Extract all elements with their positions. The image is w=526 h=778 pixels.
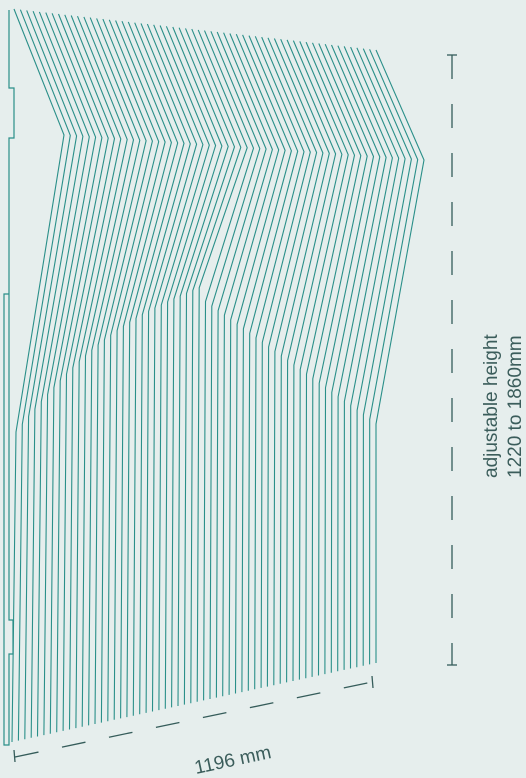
strand (100, 18, 153, 723)
strand (273, 38, 324, 686)
strand (88, 17, 141, 726)
strand (30, 10, 84, 738)
strand (279, 38, 330, 684)
strand (120, 20, 172, 719)
strand (171, 26, 223, 708)
strand (254, 36, 305, 690)
strand (113, 20, 166, 720)
strand (260, 36, 311, 688)
height-label-line1: adjustable height (481, 334, 502, 478)
strand (62, 14, 116, 731)
strand (68, 15, 122, 730)
strand (343, 46, 393, 670)
strand (17, 9, 71, 741)
strand (94, 18, 147, 725)
strand (222, 32, 273, 697)
strand (266, 37, 318, 687)
strand (356, 47, 406, 668)
strand (126, 21, 179, 718)
strand (311, 42, 362, 677)
dimension-lines (13, 54, 457, 763)
folded-strands (11, 8, 425, 743)
strand (132, 22, 185, 716)
strand (215, 31, 267, 698)
strand (292, 40, 343, 682)
strand (228, 33, 280, 695)
strand (375, 49, 425, 663)
strand (190, 28, 242, 704)
strand (317, 43, 368, 676)
strand (203, 30, 255, 701)
strand (158, 25, 210, 711)
strand (362, 48, 412, 666)
strand (247, 35, 299, 691)
strand (49, 13, 103, 734)
strand (139, 23, 191, 715)
strand (305, 41, 356, 679)
strand (369, 49, 419, 665)
strand (145, 23, 198, 713)
strand (11, 8, 65, 743)
strand (56, 13, 109, 733)
strand (209, 31, 261, 700)
strand (177, 27, 229, 707)
width-dimension-left-tick (13, 749, 16, 763)
strand (36, 11, 90, 737)
strand (196, 29, 248, 702)
strand (81, 16, 135, 727)
strand (24, 10, 78, 740)
strand (43, 12, 97, 736)
strand (75, 15, 128, 729)
strand (286, 39, 337, 683)
width-dimension-right-tick (371, 675, 374, 689)
strand (324, 43, 375, 675)
strand (151, 24, 204, 712)
strand (337, 45, 387, 672)
height-label-line2: 1220 to 1860mm (505, 335, 526, 478)
strand (330, 44, 381, 673)
frame-edges (3, 10, 15, 746)
strand (107, 19, 160, 722)
strand (164, 26, 217, 709)
stand-edge (3, 10, 15, 746)
strand (298, 41, 349, 680)
strand (349, 46, 400, 669)
strand (241, 34, 292, 693)
strand (234, 33, 286, 694)
strand (183, 28, 236, 705)
width-dimension-line (14, 681, 373, 758)
